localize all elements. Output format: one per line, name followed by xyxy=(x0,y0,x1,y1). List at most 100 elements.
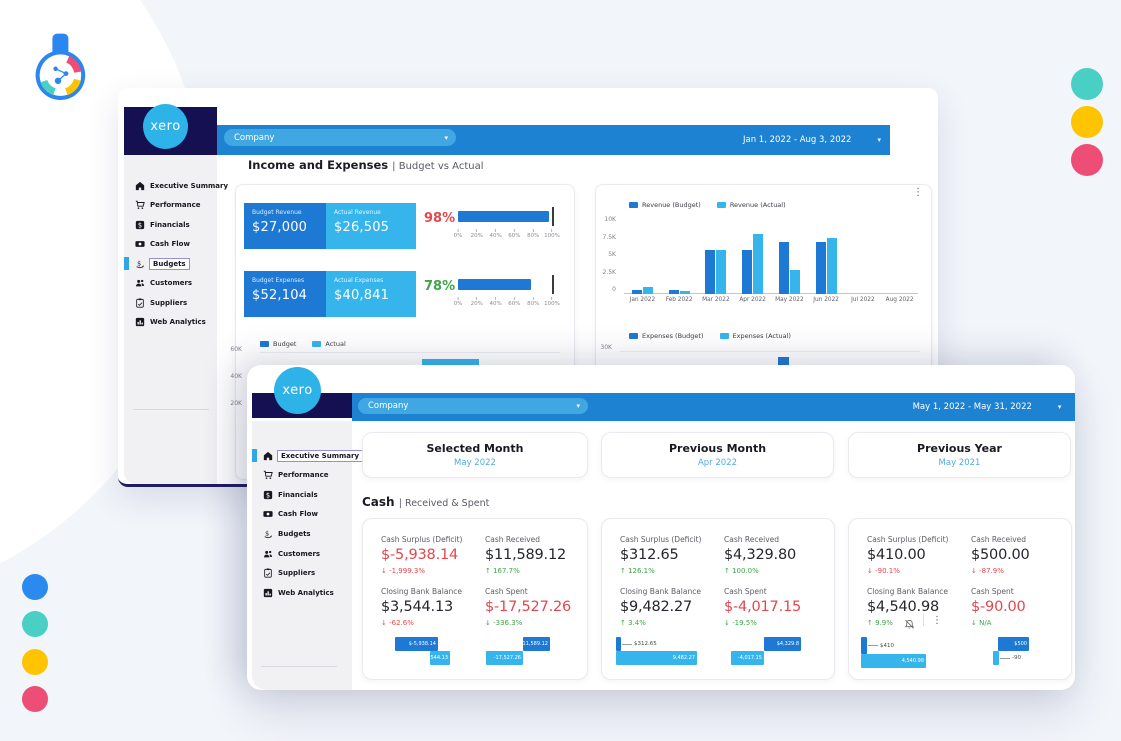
leader-text: -90 xyxy=(1012,655,1021,661)
budget-kpi-tile: Budget Revenue $27,000 xyxy=(244,203,326,249)
front-date-range-picker[interactable]: May 1, 2022 - May 31, 2022 ▾ xyxy=(902,393,1072,421)
leader-text: $312.65 xyxy=(634,641,657,647)
sidebar-item-customers[interactable]: Customers xyxy=(124,275,217,292)
metric-label: Closing Bank Balance xyxy=(867,587,948,596)
metric-label: Cash Spent xyxy=(485,587,528,596)
mini-dark-bar: $-5,938.14 xyxy=(395,637,438,651)
revenue-chart-legend: Revenue (Budget) Revenue (Actual) xyxy=(629,201,786,209)
legend-swatch xyxy=(312,341,322,347)
bell-off-icon[interactable] xyxy=(904,615,915,629)
metric-value: $-90.00 xyxy=(971,599,1026,615)
sidebar-item-label: Performance xyxy=(278,471,329,480)
sidebar-item-label: Suppliers xyxy=(278,569,316,578)
back-xero-logo-text: xero xyxy=(150,119,181,134)
revenue-chart-x-axis: Jan 2022 Feb 2022 Mar 2022 Apr 2022 May 2022… xyxy=(624,297,918,303)
revenue-month-label: Jun 2022 xyxy=(813,297,839,303)
mini-bar-leader-label: -90 xyxy=(1000,655,1021,661)
sidebar-item-label: Customers xyxy=(150,279,193,287)
metric-label: Cash Received xyxy=(724,535,780,544)
cash-metric-closing-bank-balance: Closing Bank Balance $4,540.98 ↑ 9.9% xyxy=(867,587,967,627)
sidebar-item-budgets[interactable]: $ Budgets xyxy=(252,525,352,542)
sidebar-item-budgets[interactable]: $ Budgets xyxy=(124,255,217,272)
decor-dot xyxy=(22,611,48,638)
mini-bar-leader-label: $410 xyxy=(868,643,894,649)
sidebar-divider xyxy=(133,409,209,410)
axis-tick-label: 20% xyxy=(471,297,483,307)
sidebar-item-web-analytics[interactable]: Web Analytics xyxy=(124,314,217,331)
revenue-bar-group xyxy=(808,218,845,294)
cart-icon xyxy=(135,200,145,210)
front-topbar: Company ▾ May 1, 2022 - May 31, 2022 ▾ xyxy=(352,393,1075,421)
gridline xyxy=(260,352,560,353)
suppliers-icon xyxy=(135,298,145,308)
metric-label: Cash Surplus (Deficit) xyxy=(620,535,702,544)
period-card-selected-month[interactable]: Selected Month May 2022 xyxy=(362,432,588,478)
back-title-text: Income and Expenses xyxy=(248,158,389,172)
sidebar-item-financials[interactable]: $ Financials xyxy=(252,486,352,503)
mini-dark-bar: $4,329.8 xyxy=(764,637,801,651)
title-separator: | xyxy=(392,161,396,172)
sidebar-item-cash-flow[interactable]: Cash Flow xyxy=(124,236,217,253)
budgets-icon: $ xyxy=(263,529,273,539)
decor-dot xyxy=(1071,106,1103,138)
cash-card: Cash Surplus (Deficit) $-5,938.14 ↓ -1,999… xyxy=(362,518,588,680)
revenue-bar-group xyxy=(771,218,808,294)
cash-metric-cash-received: Cash Received $4,329.80 ↑ 100.0% xyxy=(724,535,824,575)
sidebar-item-web-analytics[interactable]: Web Analytics xyxy=(252,584,352,601)
sidebar-item-cash-flow[interactable]: Cash Flow xyxy=(252,506,352,523)
front-company-dropdown[interactable]: Company ▾ xyxy=(358,398,588,414)
legend-swatch xyxy=(716,202,726,208)
kpi-target-line xyxy=(552,207,554,226)
sidebar-item-suppliers[interactable]: Suppliers xyxy=(252,565,352,582)
mini-light-bar: 4,540.98 xyxy=(861,654,926,668)
cash-metric-cash-received: Cash Received $11,589.12 ↑ 167.7% xyxy=(485,535,585,575)
leader-line xyxy=(622,643,632,645)
period-card-previous-year[interactable]: Previous Year May 2021 xyxy=(848,432,1071,478)
back-page-title: Income and Expenses | Budget vs Actual xyxy=(248,158,484,172)
sidebar-item-executive-summary[interactable]: Executive Summary xyxy=(124,177,228,194)
cash-card: Cash Surplus (Deficit) $410.00 ↓ -90.1% Cas… xyxy=(848,518,1072,680)
kpi-value: $26,505 xyxy=(334,220,390,235)
revenue-bar-group xyxy=(624,218,661,294)
back-company-dropdown[interactable]: Company ▾ xyxy=(224,129,456,146)
sidebar-item-executive-summary[interactable]: Executive Summary xyxy=(252,447,364,464)
axis-tick-label: 60% xyxy=(508,229,521,239)
leader-line xyxy=(868,645,878,646)
sidebar-item-performance[interactable]: Performance xyxy=(252,467,352,484)
period-card-previous-month[interactable]: Previous Month Apr 2022 xyxy=(601,432,834,478)
kpi-progress-fill xyxy=(458,211,550,222)
back-subtitle-text: Budget vs Actual xyxy=(398,161,484,172)
kebab-menu-icon[interactable]: ⋮ xyxy=(913,187,923,198)
sidebar-item-financials[interactable]: $ Financials xyxy=(124,216,217,233)
metric-delta: ↓ -19.5% xyxy=(724,619,757,627)
sidebar-item-label: Financials xyxy=(278,490,318,499)
vertical-divider xyxy=(923,614,924,626)
svg-text:$: $ xyxy=(265,530,269,537)
metric-delta: ↓ -90.1% xyxy=(867,567,900,575)
legend-label: Expenses (Budget) xyxy=(642,332,704,340)
revenue-bar-group xyxy=(698,218,735,294)
legend-swatch xyxy=(719,333,729,339)
cash-metric-cash-surplus-deficit-: Cash Surplus (Deficit) $312.65 ↑ 126.1% xyxy=(620,535,720,575)
sidebar-item-label: Financials xyxy=(150,220,190,229)
back-date-range-picker[interactable]: Jan 1, 2022 - Aug 3, 2022 ▾ xyxy=(737,125,887,155)
sidebar-item-label: Cash Flow xyxy=(278,510,318,519)
revenue-bar-group xyxy=(734,218,771,294)
cash-title-text: Cash xyxy=(362,495,395,509)
mini-dark-bar: $500 xyxy=(998,637,1029,651)
legend-swatch xyxy=(629,333,638,339)
chevron-down-icon: ▾ xyxy=(877,136,881,144)
sidebar-item-performance[interactable]: Performance xyxy=(124,197,217,214)
kebab-menu-icon[interactable]: ⋮ xyxy=(932,614,942,626)
front-company-label: Company xyxy=(368,401,409,411)
chart-ytick: 60K xyxy=(230,346,242,353)
webanalytics-icon xyxy=(263,588,273,598)
sidebar-item-suppliers[interactable]: Suppliers xyxy=(124,294,217,311)
sidebar-item-label: Budgets xyxy=(278,529,311,538)
revenue-bar-group xyxy=(881,218,918,294)
kpi-label: Actual Revenue xyxy=(334,209,381,216)
sidebar-item-customers[interactable]: Customers xyxy=(252,545,352,562)
mini-light-bar: -4,017.15 xyxy=(731,651,764,665)
financials-icon: $ xyxy=(135,220,145,230)
metric-delta: ↑ 167.7% xyxy=(485,567,520,575)
